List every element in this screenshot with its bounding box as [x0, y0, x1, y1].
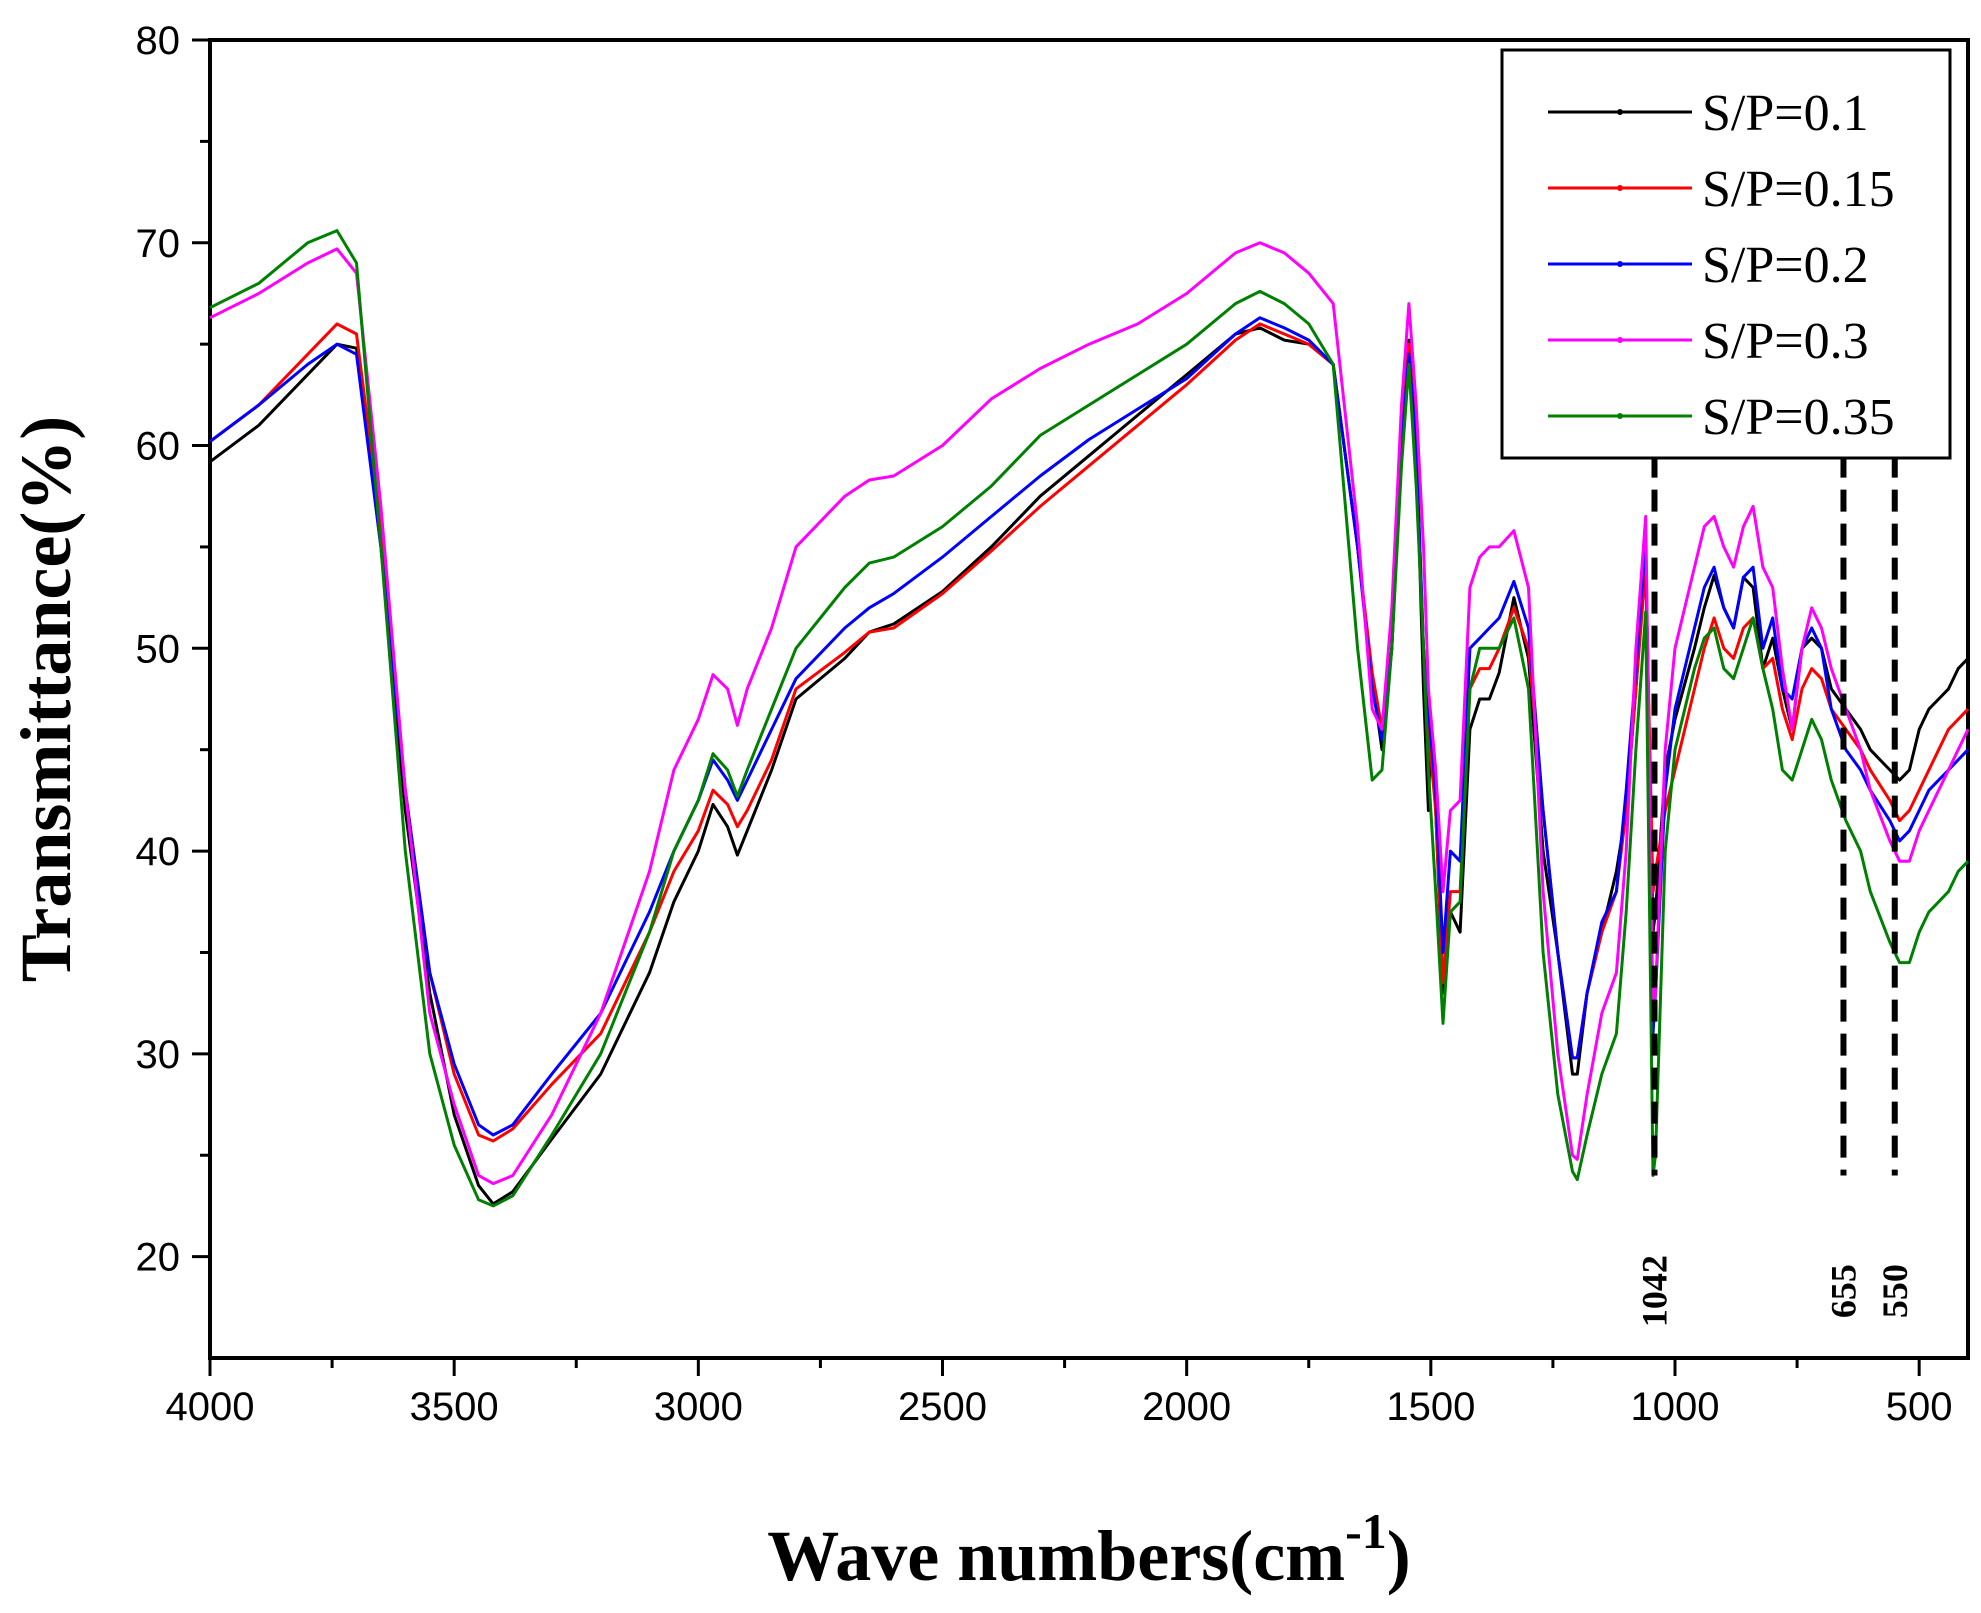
- series-line-5: [209, 229, 1970, 1208]
- annotation-label-1042: 1042: [1634, 1255, 1674, 1327]
- y-tick-label: 60: [136, 425, 181, 469]
- x-axis-title-superscript: -1: [1345, 1503, 1387, 1559]
- legend-marker-5: [1617, 413, 1623, 419]
- annotation-label-655: 655: [1823, 1264, 1863, 1318]
- x-tick-label: 1500: [1386, 1385, 1475, 1429]
- x-tick-label: 1000: [1631, 1385, 1720, 1429]
- x-axis-title: Wave numbers(cm-1): [767, 1503, 1411, 1596]
- y-tick-label: 70: [136, 222, 181, 266]
- x-axis-title-suffix: ): [1387, 1516, 1411, 1596]
- x-tick-label: 3500: [410, 1385, 499, 1429]
- series-line-4: [209, 241, 1970, 1186]
- y-tick-label: 50: [136, 627, 181, 671]
- peak-annotations: 1042 655 550: [1634, 455, 1915, 1327]
- legend-box: [1500, 48, 1952, 460]
- legend-marker-3: [1617, 261, 1623, 267]
- legend-label-3: S/P=0.2: [1702, 237, 1869, 294]
- legend-marker-4: [1617, 337, 1623, 343]
- y-tick-label: 80: [136, 19, 181, 63]
- legend-marker-2: [1617, 185, 1623, 191]
- y-tick-label: 30: [136, 1033, 181, 1077]
- x-tick-labels: 4000 3500 3000 2500 2000 1500 1000 500: [166, 1385, 1953, 1429]
- legend-marker-1: [1617, 109, 1623, 115]
- x-tick-label: 3000: [654, 1385, 743, 1429]
- annotation-label-550: 550: [1875, 1264, 1915, 1318]
- legend-label-5: S/P=0.35: [1702, 389, 1895, 446]
- x-tick-label: 4000: [166, 1385, 255, 1429]
- series-line-2: [209, 322, 1970, 1143]
- axis-ticks: [192, 38, 1921, 1376]
- x-tick-label: 500: [1886, 1385, 1953, 1429]
- x-axis-title-main: Wave numbers(cm: [767, 1516, 1345, 1596]
- legend-label-2: S/P=0.15: [1702, 161, 1895, 218]
- x-tick-label: 2000: [1142, 1385, 1231, 1429]
- legend-label-1: S/P=0.1: [1702, 85, 1869, 142]
- y-tick-label: 40: [136, 830, 181, 874]
- y-tick-label: 20: [136, 1236, 181, 1280]
- legend-label-4: S/P=0.3: [1702, 313, 1869, 370]
- series-lines: [209, 229, 1970, 1208]
- legend: S/P=0.1 S/P=0.15 S/P=0.2 S/P=0.3 S/P=0.35: [1500, 48, 1952, 460]
- x-tick-label: 2500: [898, 1385, 987, 1429]
- plot-frame: [208, 38, 1970, 1360]
- y-tick-labels: 20 30 40 50 60 70 80: [136, 19, 181, 1280]
- y-axis-title: Transmittance(%): [6, 416, 86, 983]
